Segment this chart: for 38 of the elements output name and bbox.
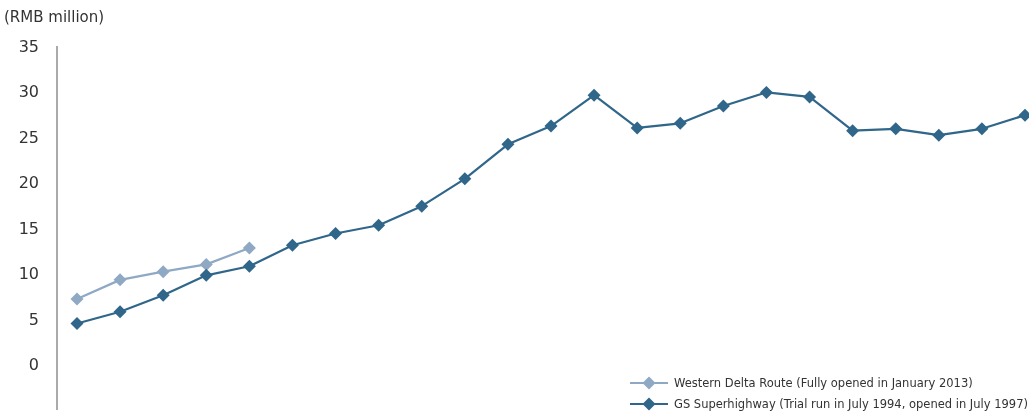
y-tick-label: 15 bbox=[18, 218, 39, 238]
point bbox=[501, 137, 515, 151]
y-axis-title: (RMB million) bbox=[4, 8, 105, 26]
y-tick-label: 10 bbox=[18, 264, 39, 284]
point bbox=[587, 88, 601, 102]
point bbox=[716, 99, 730, 113]
point bbox=[975, 122, 989, 136]
point bbox=[544, 119, 558, 133]
point bbox=[759, 85, 773, 99]
point bbox=[242, 241, 256, 255]
y-tick-label: 35 bbox=[18, 36, 39, 56]
y-tick-label: 30 bbox=[18, 82, 39, 102]
point bbox=[458, 172, 472, 186]
point bbox=[199, 257, 213, 271]
point bbox=[242, 259, 256, 273]
legend-label: Western Delta Route (Fully opened in January 2013) bbox=[674, 376, 973, 391]
y-tick-label: 25 bbox=[18, 127, 39, 147]
point bbox=[199, 268, 213, 282]
y-tick-label: 20 bbox=[18, 173, 39, 193]
legend-label: GS Superhighway (Trial run in July 1994, opened in July 1997) bbox=[674, 397, 1028, 412]
point bbox=[889, 122, 903, 136]
point bbox=[803, 90, 817, 104]
point bbox=[156, 265, 170, 279]
point bbox=[372, 218, 386, 232]
y-tick-label: 0 bbox=[28, 355, 39, 375]
point bbox=[113, 273, 127, 287]
point bbox=[846, 124, 860, 138]
point bbox=[70, 292, 84, 306]
point bbox=[329, 226, 343, 240]
point bbox=[630, 121, 644, 135]
point bbox=[932, 128, 946, 142]
point bbox=[156, 288, 170, 302]
y-tick-label: 5 bbox=[28, 309, 39, 329]
point bbox=[285, 238, 299, 252]
point bbox=[70, 317, 84, 331]
point bbox=[113, 305, 127, 319]
point bbox=[415, 199, 429, 213]
point bbox=[673, 116, 687, 130]
